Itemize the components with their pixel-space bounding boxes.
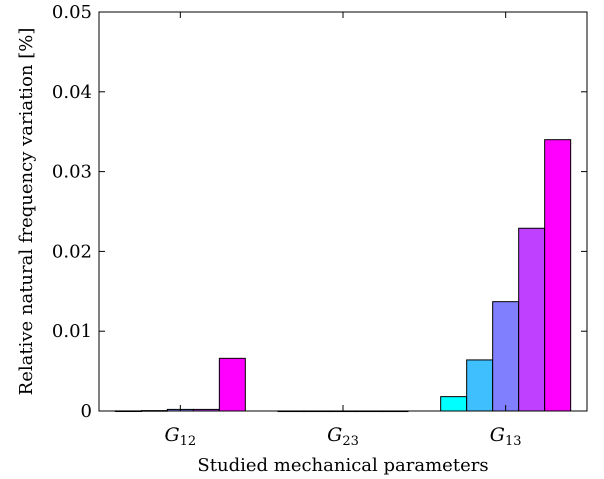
y-tick-label: 0 [81,401,92,422]
x-tick-label: G12 [164,424,196,449]
bar-group1-series5 [218,357,246,412]
x-tick-label: G13 [490,424,522,449]
bar-group3-series2 [466,359,494,412]
bar-group3-series1 [440,396,468,412]
bar-group3-series4 [518,227,546,412]
bars-layer [114,139,572,413]
y-axis-label: Relative natural frequency variation [%] [16,28,37,396]
y-axis-ticks: 0 0.01 0.02 0.03 0.04 0.05 [52,2,587,422]
bar-group3-series5 [544,139,572,412]
y-tick-label: 0.04 [52,82,92,103]
y-tick-label: 0.01 [52,321,92,342]
y-tick-label: 0.05 [52,2,92,23]
x-axis-label: Studied mechanical parameters [197,455,488,476]
x-axis-ticks: G12 G23 G13 [164,12,522,449]
x-tick-label: G23 [327,424,359,449]
y-tick-label: 0.02 [52,241,92,262]
y-tick-label: 0.03 [52,162,92,183]
bar-group3-series3 [492,301,520,412]
